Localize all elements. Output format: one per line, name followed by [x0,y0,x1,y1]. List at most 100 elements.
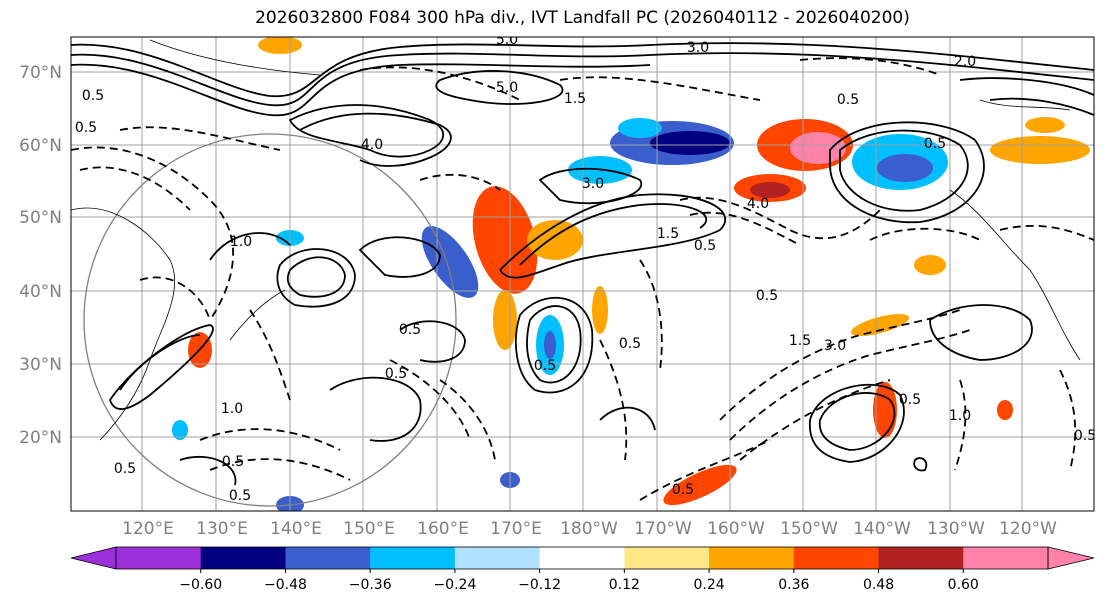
colorbar-segment [963,547,1049,569]
contour-line [79,166,191,211]
contour-value-label: 1.0 [949,408,971,424]
contour-value-label: 3.0 [687,40,709,56]
longitude-tick-label: 150°W [780,519,838,539]
contour-line [869,227,981,241]
colorbar-segment [709,547,795,569]
solid-contours [71,42,1094,486]
contour-value-label: 4.0 [747,196,769,212]
contour-line [999,224,1094,241]
contour-line [599,339,628,461]
contour-line [989,97,1094,116]
contour-line [139,276,211,321]
colorbar-segment [624,547,710,569]
contour-line [515,296,594,394]
colorbar-segment [370,547,456,569]
colorbar: −0.60 −0.48 −0.36 −0.24 −0.12 0.12 0.24 0.36 0.4… [70,546,1095,593]
coastline [71,207,175,441]
contour-line [818,392,896,451]
colorbar-segment [116,547,202,569]
contour-line [179,455,237,486]
div-blob [618,118,662,138]
latitude-tick-label: 20°N [19,428,62,448]
latitude-tick-label: 30°N [19,355,62,375]
contour-line [639,259,663,371]
contour-line [209,458,351,481]
contour-value-label: 0.5 [399,322,421,338]
contour-value-label: 1.5 [657,226,679,242]
contour-line [499,193,727,279]
contour-value-label: 0.5 [114,461,136,477]
contour-value-label: 0.5 [924,136,946,152]
div-blob [258,37,302,54]
contour-line [71,146,234,321]
contour-value-label: 3.0 [582,176,604,192]
colorbar-tick-label: 0.36 [778,577,809,593]
map-layers: 5.0 3.0 2.0 1.5 0.5 0.5 4.0 5.0 3.0 4.0 1.5 0.5 1.0 0… [71,32,1094,511]
div-blob [421,226,479,298]
region-circle [83,133,457,507]
contour-line [519,203,708,266]
longitude-tick-label: 130°E [196,519,248,539]
map-border [70,36,1095,512]
contour-line [359,66,521,101]
dashed-contours [71,57,1094,501]
contour-line [286,256,346,298]
contour-line [71,52,1094,107]
contour-value-label: 4.0 [361,137,383,153]
contour-value-label: 0.5 [756,288,778,304]
contour-value-label: 0.5 [82,88,104,104]
contour-value-label: 5.0 [496,32,518,48]
contour-value-label: 3.0 [824,338,846,354]
contour-line [119,334,201,391]
graticule [71,37,1094,511]
contour-value-label: 0.5 [385,366,407,382]
contour-value-label: 0.5 [222,454,244,470]
longitude-tick-label: 180°W [560,519,618,539]
longitude-tick-label: 160°E [417,519,469,539]
div-blob [544,331,556,359]
colorbar-segment [793,547,880,569]
latitude-tick-label: 50°N [19,208,62,228]
div-blob [493,290,517,350]
longitude-tick-label: 140°W [853,519,911,539]
contour-value-label: 0.5 [229,488,251,504]
longitude-tick-label: 140°E [270,519,322,539]
div-blob [663,464,737,506]
contour-line [119,126,281,151]
latitude-tick-label: 40°N [19,282,62,302]
contour-line [199,428,341,451]
colorbar-tick-label: −0.12 [518,577,561,593]
contour-line [389,359,471,441]
contour-line [538,167,643,205]
contour-line [71,63,651,117]
contour-value-label: 1.0 [221,401,243,417]
contour-value-label: 0.5 [619,336,641,352]
contour-line [929,304,1033,361]
coastlines [71,39,1081,441]
div-blob [873,382,897,438]
coastline [979,99,1071,111]
contour-value-label: 0.5 [672,482,694,498]
contour-line [526,305,582,384]
contour-line [399,320,466,363]
longitude-tick-label: 170°E [490,519,542,539]
contour-line [829,121,985,224]
coastline [149,39,321,76]
div-blob [850,314,910,336]
colorbar-segment [539,547,625,569]
contour-line [419,173,501,191]
contour-line [599,406,656,431]
contour-value-label: 0.5 [837,92,859,108]
div-blob [750,182,790,198]
contour-value-label: 1.5 [789,333,811,349]
contour-line [209,232,291,261]
contour-line [358,236,441,278]
colorbar-tick-label: 0.48 [863,577,894,593]
colorbar-tick-label: −0.60 [179,577,222,593]
contour-labels: 5.0 3.0 2.0 1.5 0.5 0.5 4.0 5.0 3.0 4.0 1.5 0.5 1.0 0… [75,32,1094,504]
coastline [229,289,286,341]
contour-line [276,248,356,308]
colorbar-tick-label: −0.36 [349,577,392,593]
colorbar-tick-label: 0.12 [609,577,640,593]
